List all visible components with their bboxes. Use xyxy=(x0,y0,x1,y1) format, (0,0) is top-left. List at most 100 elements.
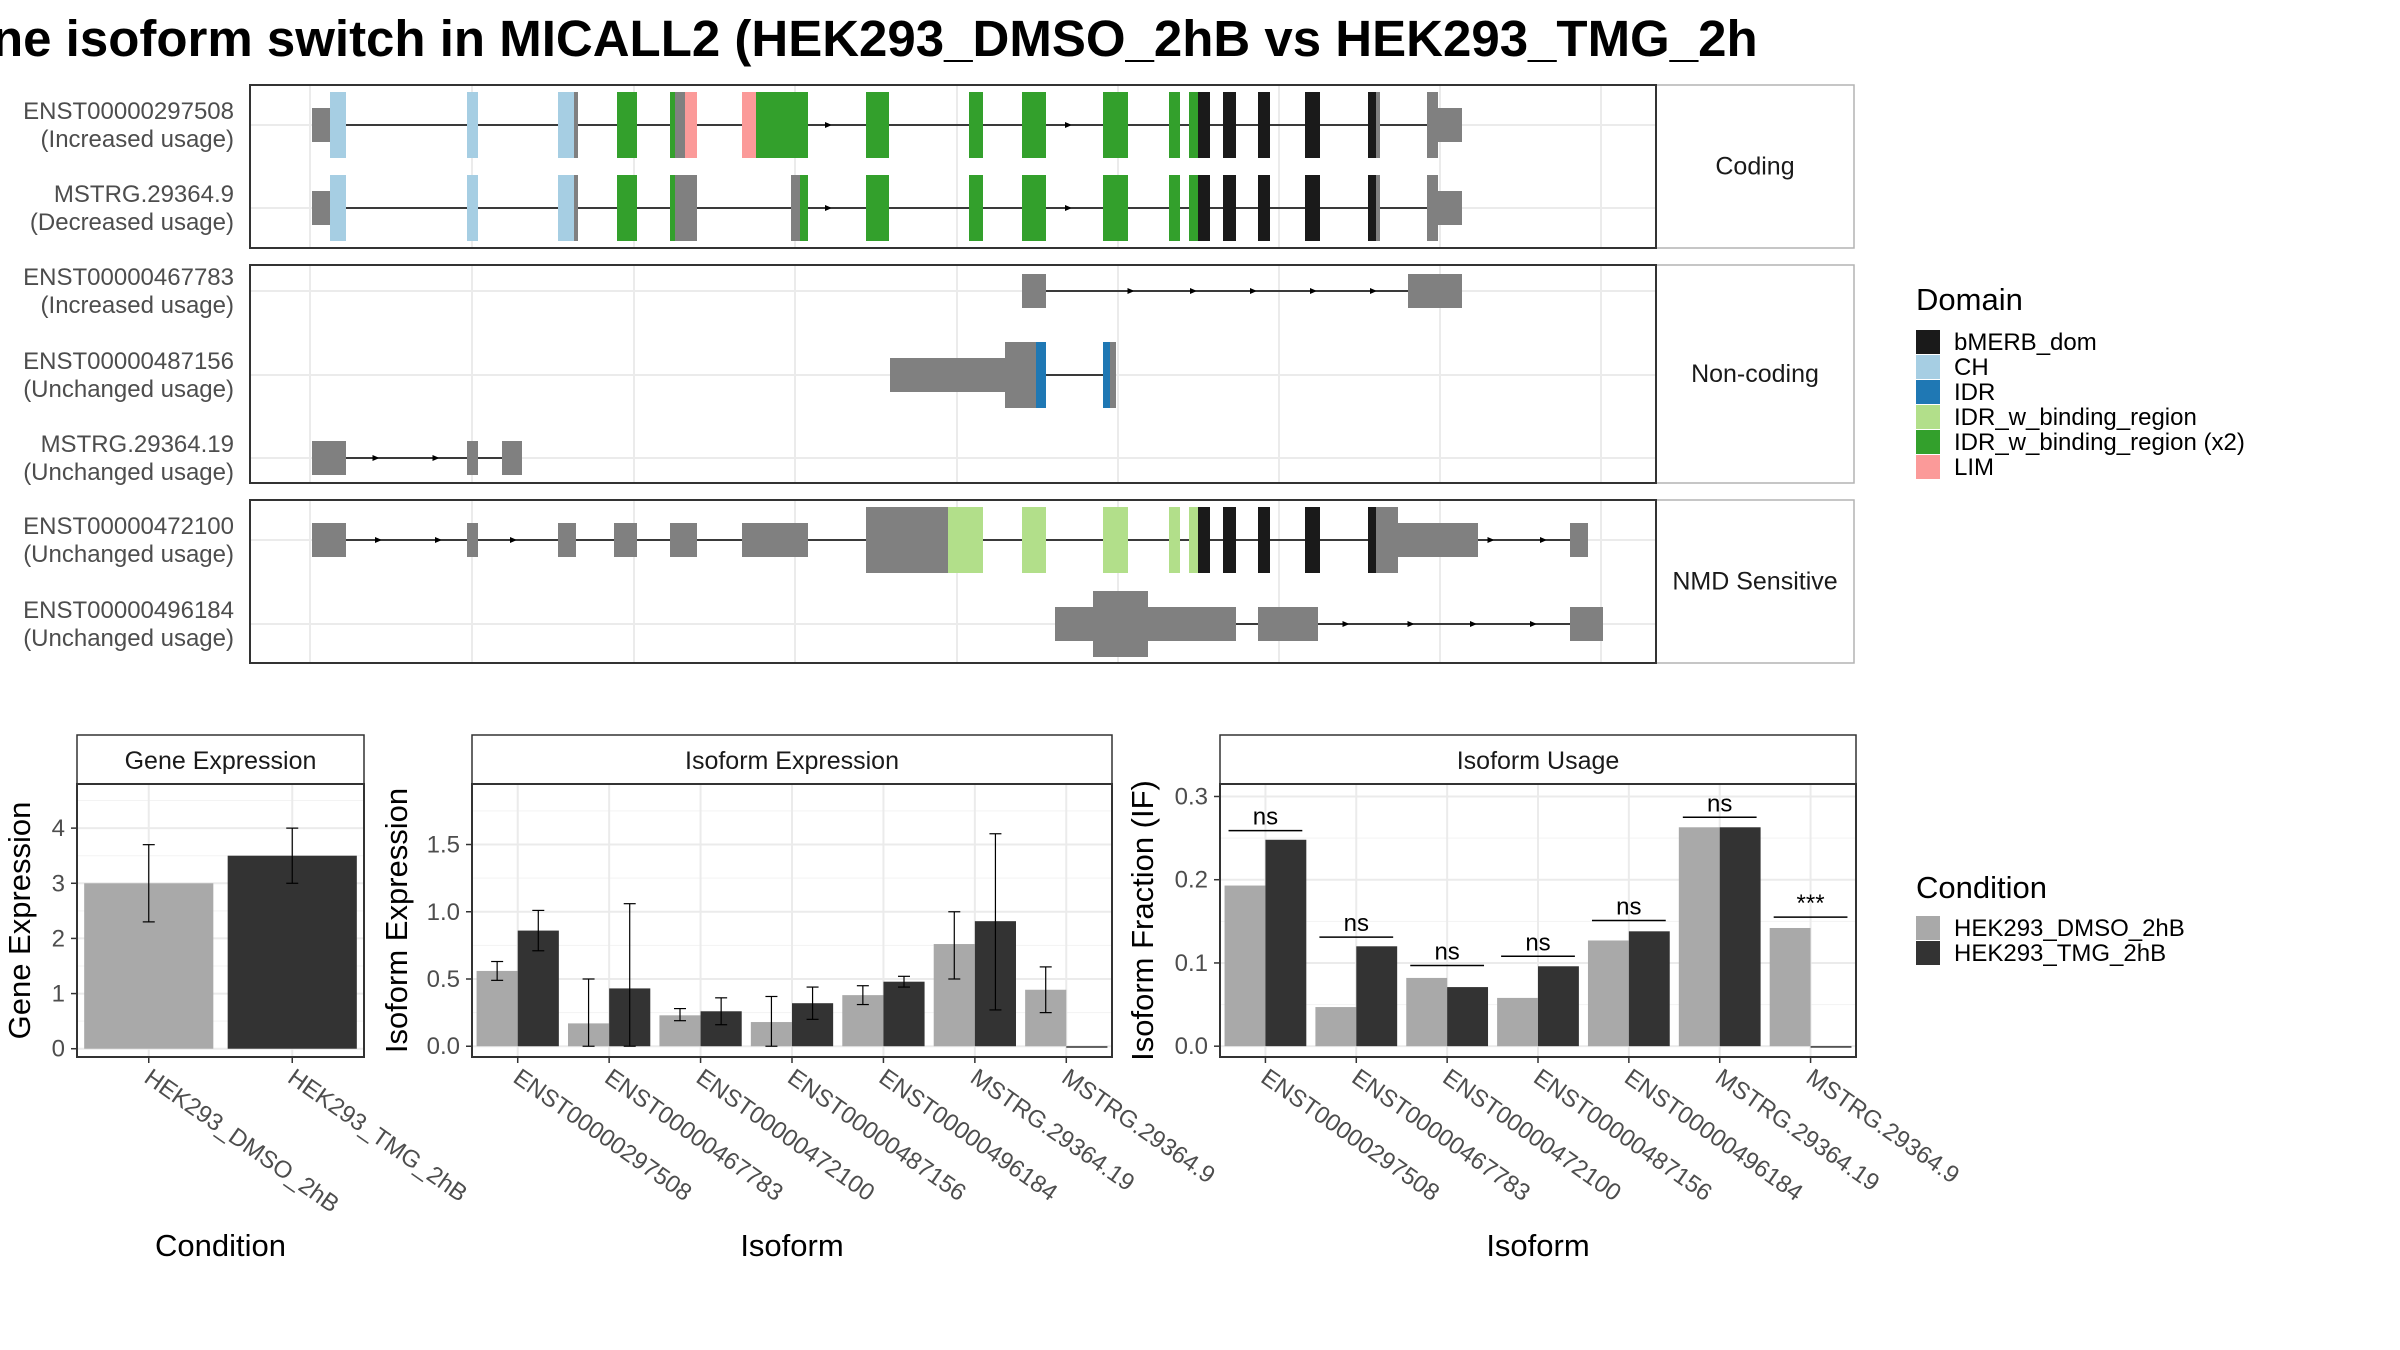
exon-idr-w-binding-region-x2- xyxy=(866,92,889,158)
exon-idr-w-binding-region xyxy=(1169,507,1180,573)
y-tick-label: 3 xyxy=(52,870,65,897)
transcript-id: MSTRG.29364.19 xyxy=(41,431,234,458)
domain-legend-swatch xyxy=(1916,380,1940,404)
transcript-usage: (Decreased usage) xyxy=(30,209,234,236)
exon-bmerb-dom xyxy=(1198,175,1210,241)
exon-noncoding xyxy=(1005,342,1036,408)
transcript-id: MSTRG.29364.9 xyxy=(54,181,234,208)
facet-coding: Coding ENST00000297508 (Increased usage) MS… xyxy=(23,84,1855,249)
exon-noncoding xyxy=(1570,523,1588,557)
y-tick-label: 1.5 xyxy=(427,832,460,859)
direction-arrow xyxy=(825,205,832,211)
x-axis-title: Isoform xyxy=(740,1228,843,1263)
exon-noncoding xyxy=(1438,108,1462,142)
exon-bmerb-dom xyxy=(1258,507,1270,573)
bar xyxy=(1447,987,1489,1047)
exon-bmerb-dom xyxy=(1223,175,1236,241)
exon-ch xyxy=(558,92,574,158)
exon-noncoding xyxy=(1376,507,1398,573)
exon-idr-w-binding-region-x2- xyxy=(1022,92,1046,158)
bar xyxy=(1628,931,1670,1047)
x-axis-title: Condition xyxy=(155,1228,286,1263)
exon-noncoding xyxy=(1055,607,1093,641)
exon-noncoding xyxy=(1110,342,1116,408)
exon-noncoding xyxy=(312,108,330,142)
y-tick-label: 1 xyxy=(52,981,65,1008)
bar xyxy=(476,970,518,1047)
exon-idr xyxy=(1103,342,1110,408)
exon-idr-w-binding-region-x2- xyxy=(1189,175,1198,241)
transcript-ENST00000467783 xyxy=(1022,274,1462,308)
chart-isoform-expression: Isoform Expression0.00.51.01.5ENST000002… xyxy=(379,734,1220,1263)
bar xyxy=(1406,977,1448,1047)
exon-noncoding xyxy=(312,191,330,225)
transcript-usage: (Unchanged usage) xyxy=(23,376,234,403)
transcript-ENST00000472100 xyxy=(312,507,1588,573)
direction-arrow xyxy=(510,537,517,543)
bar-charts: Gene Expression01234HEK293_DMSO_2hBHEK29… xyxy=(2,734,1964,1263)
bar xyxy=(1224,885,1266,1047)
facet-label: Non-coding xyxy=(1691,360,1819,388)
exon-noncoding xyxy=(1427,92,1438,158)
direction-arrow xyxy=(1370,288,1377,294)
transcript-label: ENST00000297508 (Increased usage) xyxy=(23,98,234,153)
exon-idr-w-binding-region xyxy=(1103,507,1128,573)
exon-bmerb-dom xyxy=(1258,175,1270,241)
exon-noncoding xyxy=(574,92,578,158)
exon-noncoding xyxy=(614,523,637,557)
transcript-MSTRG.29364.9 xyxy=(312,175,1462,241)
domain-legend-label: IDR_w_binding_region (x2) xyxy=(1954,429,2245,456)
exon-noncoding xyxy=(1570,607,1603,641)
exon-noncoding xyxy=(312,441,346,475)
exon-bmerb-dom xyxy=(1305,175,1320,241)
direction-arrow xyxy=(432,455,440,461)
facet-border xyxy=(249,499,1657,664)
exon-noncoding xyxy=(467,523,478,557)
exon-noncoding xyxy=(1376,175,1380,241)
exon-noncoding xyxy=(467,441,478,475)
direction-arrow xyxy=(372,455,380,461)
exon-bmerb-dom xyxy=(1368,507,1376,573)
y-tick-label: 2 xyxy=(52,925,65,952)
domain-legend-label: IDR xyxy=(1954,379,1995,406)
facet-strip xyxy=(1655,264,1855,484)
bar xyxy=(1678,827,1720,1047)
exon-bmerb-dom xyxy=(1258,92,1270,158)
transcript-id: ENST00000467783 xyxy=(23,264,234,291)
exon-noncoding xyxy=(1438,191,1462,225)
bar xyxy=(1719,827,1761,1047)
exon-idr-w-binding-region xyxy=(1022,507,1046,573)
exon-lim xyxy=(685,92,697,158)
exon-noncoding xyxy=(1398,523,1478,557)
direction-arrow xyxy=(825,122,832,128)
direction-arrow xyxy=(1407,621,1415,627)
exon-idr xyxy=(1036,342,1046,408)
transcript-id: ENST00000297508 xyxy=(23,98,234,125)
significance-label: *** xyxy=(1797,890,1825,917)
transcript-label: ENST00000472100 (Unchanged usage) xyxy=(23,513,234,568)
y-tick-label: 0.0 xyxy=(427,1033,460,1060)
significance-label: ns xyxy=(1707,790,1732,817)
exon-idr-w-binding-region xyxy=(1189,507,1198,573)
facet-label: Coding xyxy=(1715,153,1794,181)
transcript-usage: (Increased usage) xyxy=(41,292,234,319)
exon-idr-w-binding-region-x2- xyxy=(1022,175,1046,241)
exon-idr-w-binding-region-x2- xyxy=(1103,92,1128,158)
transcript-ENST00000496184 xyxy=(1055,591,1603,657)
exon-lim xyxy=(742,92,756,158)
exon-noncoding xyxy=(558,523,576,557)
exon-noncoding xyxy=(1022,274,1046,308)
y-axis-title: Gene Expression xyxy=(2,802,37,1040)
y-tick-label: 0.5 xyxy=(427,966,460,993)
exon-idr-w-binding-region-x2- xyxy=(670,175,675,241)
bar xyxy=(1587,940,1629,1047)
significance-label: ns xyxy=(1525,929,1550,956)
bar xyxy=(1810,1046,1852,1048)
exon-noncoding xyxy=(1148,607,1236,641)
y-axis-title: Isoform Expression xyxy=(379,788,414,1053)
condition-legend-swatch xyxy=(1916,941,1940,965)
domain-legend-label: LIM xyxy=(1954,454,1994,481)
